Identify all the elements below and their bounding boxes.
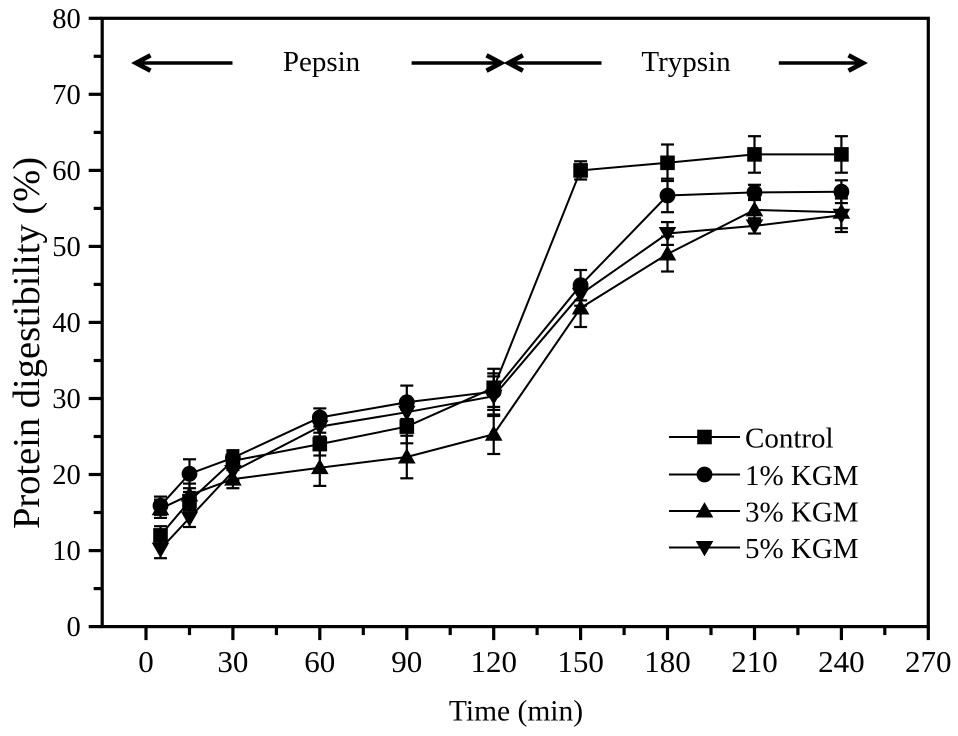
svg-text:Trypsin: Trypsin xyxy=(641,46,731,78)
svg-text:180: 180 xyxy=(644,644,691,679)
svg-text:0: 0 xyxy=(138,644,154,679)
svg-text:Pepsin: Pepsin xyxy=(283,46,361,78)
svg-text:1% KGM: 1% KGM xyxy=(745,460,859,492)
svg-text:5% KGM: 5% KGM xyxy=(745,533,859,565)
svg-text:3% KGM: 3% KGM xyxy=(745,497,859,529)
svg-text:240: 240 xyxy=(818,644,865,679)
svg-text:60: 60 xyxy=(52,156,81,187)
svg-text:90: 90 xyxy=(391,644,422,679)
svg-text:Protein digestibility (%): Protein digestibility (%) xyxy=(6,157,48,529)
svg-text:Control: Control xyxy=(745,423,834,455)
svg-text:0: 0 xyxy=(66,612,80,643)
svg-text:50: 50 xyxy=(52,232,81,263)
svg-text:70: 70 xyxy=(52,80,81,111)
svg-text:20: 20 xyxy=(52,460,81,491)
svg-text:10: 10 xyxy=(52,536,81,567)
svg-text:30: 30 xyxy=(52,384,81,415)
svg-text:150: 150 xyxy=(557,644,604,679)
svg-text:30: 30 xyxy=(217,644,248,679)
svg-text:60: 60 xyxy=(304,644,335,679)
svg-text:120: 120 xyxy=(470,644,517,679)
svg-text:40: 40 xyxy=(52,308,81,339)
svg-text:270: 270 xyxy=(905,644,952,679)
svg-text:Time (min): Time (min) xyxy=(449,696,583,728)
svg-text:210: 210 xyxy=(731,644,778,679)
svg-text:80: 80 xyxy=(52,4,81,35)
